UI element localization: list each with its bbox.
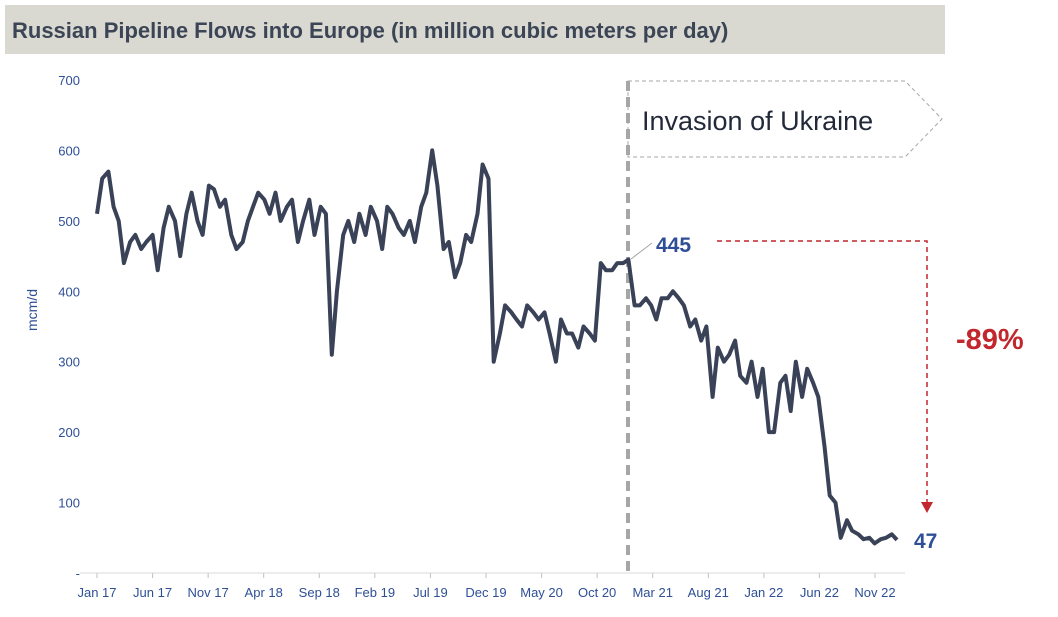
x-tick-label: Jan 22 bbox=[744, 585, 783, 600]
y-tick-label: 200 bbox=[58, 425, 80, 440]
x-tick-label: Jun 17 bbox=[133, 585, 172, 600]
y-axis: - 100 200 300 400 500 600 700 bbox=[58, 73, 80, 581]
x-tick-label: Nov 22 bbox=[854, 585, 895, 600]
chart-title: Russian Pipeline Flows into Europe (in m… bbox=[12, 18, 729, 43]
decline-arrowhead bbox=[921, 502, 933, 513]
x-tick-label: Aug 21 bbox=[688, 585, 729, 600]
y-tick-label: 600 bbox=[58, 143, 80, 158]
y-tick-label: - bbox=[76, 566, 80, 581]
y-tick-label: 100 bbox=[58, 496, 80, 511]
x-tick-label: Dec 19 bbox=[465, 585, 506, 600]
x-tick-label: Feb 19 bbox=[355, 585, 395, 600]
invasion-callout-box bbox=[627, 80, 943, 158]
decline-arrow bbox=[717, 240, 928, 505]
x-tick-label: Sep 18 bbox=[299, 585, 340, 600]
x-tick-label: Jan 17 bbox=[77, 585, 116, 600]
x-tick-label: May 20 bbox=[520, 585, 563, 600]
x-tick-label: Nov 17 bbox=[188, 585, 229, 600]
x-axis: Jan 17 Jun 17 Nov 17 Apr 18 Sep 18 Feb 19 Jul … bbox=[77, 573, 896, 600]
x-tick-label: Jun 22 bbox=[800, 585, 839, 600]
y-tick-label: 700 bbox=[58, 73, 80, 88]
end-value-label: 47 bbox=[914, 530, 937, 553]
title-bar: Russian Pipeline Flows into Europe (in m… bbox=[5, 5, 945, 54]
y-tick-label: 400 bbox=[58, 284, 80, 299]
y-axis-label: mcm/d bbox=[24, 289, 40, 331]
x-tick-label: Jul 19 bbox=[413, 585, 448, 600]
x-tick-label: Mar 21 bbox=[632, 585, 672, 600]
x-tick-label: Oct 20 bbox=[578, 585, 616, 600]
change-label: -89% bbox=[956, 324, 1024, 356]
y-tick-label: 300 bbox=[58, 355, 80, 370]
start-value-label: 445 bbox=[656, 234, 691, 257]
x-tick-label: Apr 18 bbox=[245, 585, 283, 600]
start-value-leader bbox=[630, 242, 653, 260]
series-line bbox=[95, 148, 899, 546]
invasion-label: Invasion of Ukraine bbox=[642, 106, 873, 136]
y-tick-label: 500 bbox=[58, 214, 80, 229]
